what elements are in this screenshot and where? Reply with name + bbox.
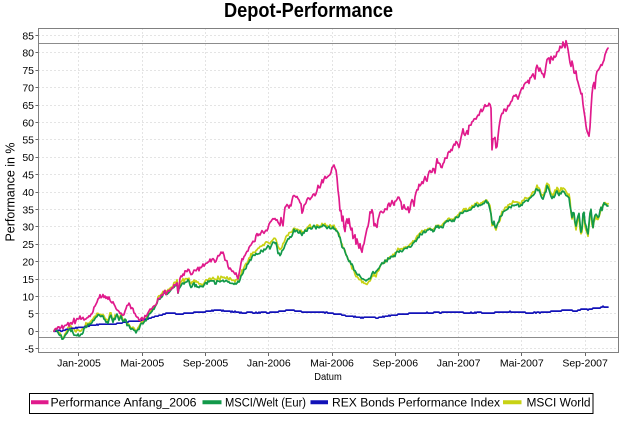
svg-text:25: 25 <box>22 239 34 251</box>
svg-text:Performance Anfang_2006: Performance Anfang_2006 <box>51 396 197 410</box>
svg-text:65: 65 <box>22 100 34 112</box>
svg-text:20: 20 <box>22 257 34 269</box>
svg-text:80: 80 <box>22 48 34 60</box>
svg-text:Mai-2005: Mai-2005 <box>120 358 164 370</box>
svg-text:40: 40 <box>22 187 34 199</box>
svg-text:75: 75 <box>22 65 34 77</box>
svg-text:Sep-2005: Sep-2005 <box>183 358 229 370</box>
svg-text:60: 60 <box>22 117 34 129</box>
svg-text:-5: -5 <box>25 344 34 356</box>
svg-text:10: 10 <box>22 291 34 303</box>
svg-text:85: 85 <box>22 30 34 42</box>
svg-text:55: 55 <box>22 135 34 147</box>
svg-text:MSCI World: MSCI World <box>527 396 591 410</box>
svg-text:15: 15 <box>22 274 34 286</box>
svg-text:70: 70 <box>22 83 34 95</box>
svg-text:0: 0 <box>28 326 34 338</box>
svg-text:Jan-2005: Jan-2005 <box>57 358 101 370</box>
svg-text:35: 35 <box>22 204 34 216</box>
svg-text:REX Bonds Performance Index: REX Bonds Performance Index <box>332 396 500 410</box>
svg-text:50: 50 <box>22 152 34 164</box>
svg-text:Depot-Performance: Depot-Performance <box>224 0 393 22</box>
svg-text:Sep-2007: Sep-2007 <box>562 358 608 370</box>
svg-text:Performance in %: Performance in % <box>3 143 18 242</box>
svg-text:45: 45 <box>22 170 34 182</box>
svg-text:Mai-2007: Mai-2007 <box>500 358 544 370</box>
svg-text:MSCI/Welt (Eur): MSCI/Welt (Eur) <box>225 396 306 410</box>
svg-text:Jan-2007: Jan-2007 <box>437 358 481 370</box>
svg-text:Datum: Datum <box>314 372 342 383</box>
svg-text:30: 30 <box>22 222 34 234</box>
svg-text:Jan-2006: Jan-2006 <box>247 358 291 370</box>
svg-text:5: 5 <box>28 309 34 321</box>
svg-text:Mai-2006: Mai-2006 <box>310 358 354 370</box>
svg-text:Sep-2006: Sep-2006 <box>373 358 419 370</box>
